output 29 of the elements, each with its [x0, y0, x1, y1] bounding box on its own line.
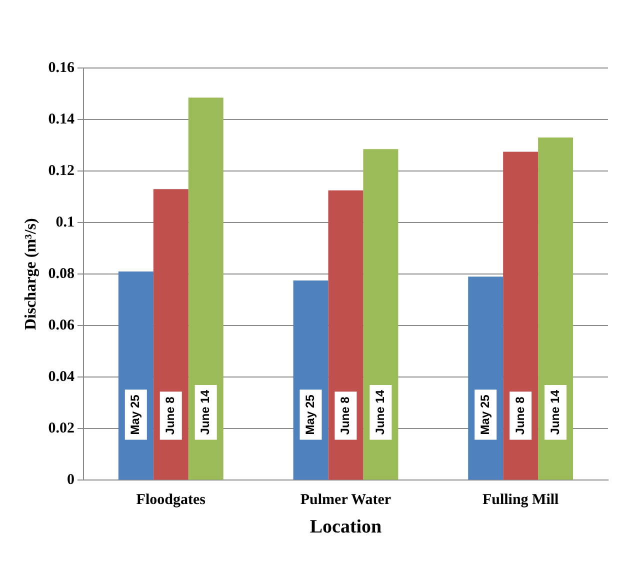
y-tick-label: 0 [66, 472, 74, 488]
y-tick-label: 0.04 [48, 369, 75, 386]
bar [328, 190, 364, 480]
series-label: June 8 [163, 396, 178, 435]
x-tick-label: Floodgates [136, 492, 206, 508]
text: June 14 [198, 390, 212, 435]
series-label: May 25 [128, 394, 142, 435]
bar [153, 189, 188, 480]
y-tick-label: 0.02 [48, 420, 74, 437]
x-axis-title: Location [310, 516, 382, 538]
y-tick-label: 0.16 [48, 60, 75, 76]
bar [538, 138, 574, 480]
x-tick-label: Fulling Mill [482, 492, 559, 508]
y-axis-title: Discharge (m³/s) [22, 218, 40, 330]
y-tick-label: 0.1 [56, 214, 74, 230]
text: June 8 [338, 396, 352, 435]
text: June 8 [512, 396, 527, 435]
bar [363, 149, 398, 480]
bar [503, 152, 538, 480]
y-tick-label: 0.14 [48, 111, 75, 128]
y-tick-label: 0.08 [48, 266, 74, 282]
y-tick-label: 0.12 [48, 162, 74, 179]
text: June 14 [373, 390, 388, 435]
text: May 25 [478, 394, 492, 435]
bar [188, 98, 224, 480]
series-label: June 14 [548, 390, 562, 435]
y-tick-label: 0.06 [48, 318, 75, 334]
text: May 25 [303, 394, 318, 435]
x-tick-label: Pulmer Water [300, 492, 392, 508]
